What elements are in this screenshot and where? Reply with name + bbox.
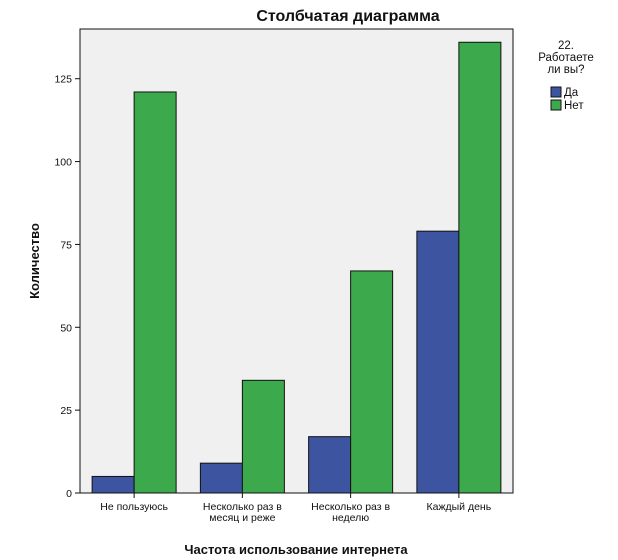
y-axis-title: Количество	[27, 223, 42, 299]
x-tick-label: Несколько раз в месяц и реже	[203, 501, 282, 524]
legend-title: Работаете	[538, 52, 594, 64]
bar-net-1	[241, 379, 285, 494]
chart-title: Столбчатая диаграмма	[256, 8, 439, 25]
x-tick-label: Несколько раз в неделю	[311, 501, 390, 524]
legend-label-net: Нет	[564, 100, 584, 112]
y-tick-label: 50	[60, 322, 72, 334]
bar-da-3	[416, 230, 460, 494]
x-tick-label: Не пользуюсь	[100, 501, 168, 513]
legend-swatch-net	[550, 99, 562, 111]
x-tick-label: Каждый день	[427, 501, 492, 513]
legend-swatch-da	[550, 86, 562, 98]
y-tick-label: 75	[60, 239, 72, 251]
y-tick-label: 100	[54, 157, 72, 169]
bar-net-2	[350, 270, 394, 494]
legend-title: ли вы?	[547, 64, 584, 76]
bar-net-0	[133, 91, 177, 494]
bar-da-1	[199, 462, 243, 494]
bar-da-2	[308, 436, 352, 494]
x-axis: Не пользуюсь Несколько раз в месяц и реже Н…	[100, 493, 492, 524]
bar-da-0	[91, 475, 135, 494]
y-tick-label: 0	[66, 488, 72, 500]
bars	[91, 41, 502, 494]
legend-title: 22.	[558, 40, 574, 52]
y-tick-label: 125	[54, 74, 72, 86]
legend-label-da: Да	[564, 87, 579, 99]
bar-net-3	[458, 41, 502, 494]
x-axis-title: Частота использование интернета	[184, 542, 408, 557]
y-axis: 0 25 50 75 100 125	[54, 74, 80, 500]
y-tick-label: 25	[60, 405, 72, 417]
